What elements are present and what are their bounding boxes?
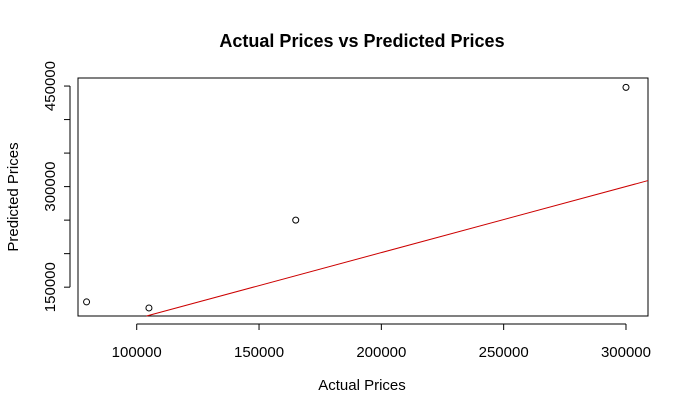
y-tick-label: 150000 [42, 262, 59, 312]
y-axis-label: Predicted Prices [5, 142, 22, 251]
data-point [145, 304, 153, 312]
plot-frame [77, 77, 649, 317]
x-tick-label: 150000 [234, 344, 284, 361]
y-tick-label: 450000 [42, 61, 59, 111]
data-point [83, 298, 91, 306]
reference-line [146, 180, 649, 317]
x-axis-label: Actual Prices [318, 377, 406, 394]
y-tick-label: 300000 [42, 162, 59, 212]
x-axis: 100000 150000 200000 250000 300000 [112, 323, 651, 361]
x-tick-label: 250000 [479, 344, 529, 361]
x-tick-label: 300000 [601, 344, 651, 361]
x-tick-label: 100000 [112, 344, 162, 361]
points-layer [83, 83, 630, 312]
x-tick-label: 200000 [356, 344, 406, 361]
chart-title: Actual Prices vs Predicted Prices [219, 31, 504, 51]
reference-line-layer [146, 180, 649, 317]
data-point [292, 216, 300, 224]
y-axis: 150000 300000 450000 [42, 61, 71, 312]
data-point [622, 83, 630, 91]
